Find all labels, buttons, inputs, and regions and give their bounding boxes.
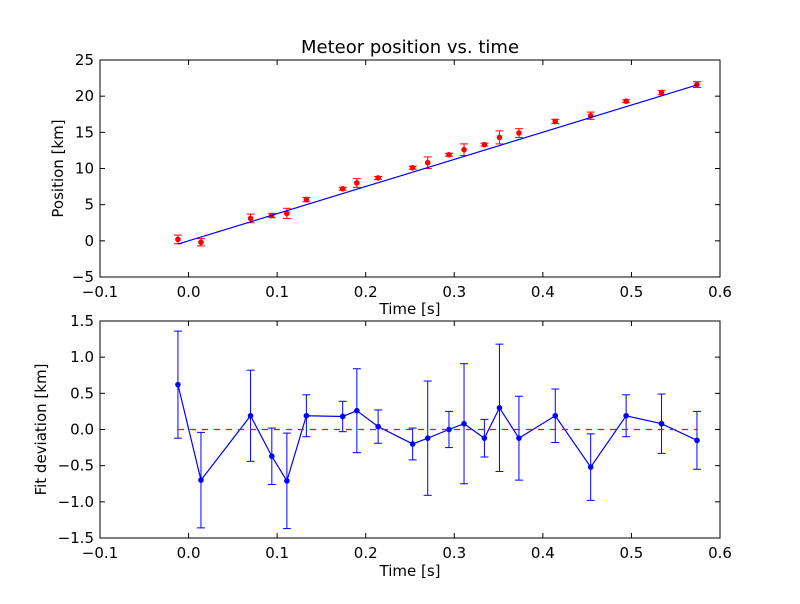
y-axis-label: Position [km] bbox=[49, 119, 67, 217]
data-point bbox=[461, 146, 467, 153]
y-tick-label: 10 bbox=[75, 160, 94, 178]
y-tick-label: −1.5 bbox=[58, 529, 94, 547]
data-point bbox=[375, 175, 381, 181]
y-tick-label: −0.5 bbox=[58, 457, 94, 475]
data-point bbox=[552, 412, 559, 419]
y-tick-label: −5 bbox=[72, 268, 94, 286]
x-tick-label: −0.1 bbox=[82, 544, 118, 562]
y-tick-label: 5 bbox=[84, 196, 94, 214]
x-tick-label: 0.5 bbox=[619, 283, 643, 301]
data-point bbox=[496, 134, 503, 141]
x-tick-label: 0.2 bbox=[354, 283, 378, 301]
data-point bbox=[481, 435, 488, 441]
data-point bbox=[409, 164, 416, 171]
x-tick-label: 0.1 bbox=[265, 544, 289, 562]
data-point bbox=[658, 420, 665, 427]
position-chart: Meteor position vs. time −0.1 0.0 0.1 0.2 0.… bbox=[49, 37, 732, 318]
data-point bbox=[694, 437, 700, 444]
fit-line bbox=[177, 84, 698, 245]
data-point bbox=[481, 141, 488, 148]
data-point bbox=[446, 151, 452, 158]
data-point bbox=[175, 236, 181, 243]
data-point bbox=[516, 435, 522, 441]
data-layer bbox=[173, 330, 701, 530]
y-tick-label: 1.0 bbox=[70, 348, 94, 366]
data-point bbox=[552, 118, 559, 125]
data-point bbox=[587, 464, 594, 470]
y-tick-label: 25 bbox=[75, 51, 94, 69]
data-point bbox=[339, 413, 346, 420]
data-layer bbox=[173, 81, 701, 247]
x-axis-label: Time [s] bbox=[379, 300, 441, 318]
plot-frame bbox=[99, 59, 721, 278]
x-axis-label: Time [s] bbox=[379, 562, 441, 580]
x-tick-label: 0.4 bbox=[531, 283, 555, 301]
data-point bbox=[269, 453, 275, 460]
y-tick-label: 15 bbox=[75, 123, 94, 141]
data-point bbox=[623, 412, 629, 419]
data-point bbox=[303, 196, 310, 203]
data-point bbox=[694, 81, 700, 88]
deviation-chart: −0.1 0.0 0.1 0.2 0.3 0.4 0.5 0.6 −1.5 −1.0 −0.5 0.0… bbox=[32, 312, 732, 580]
data-point bbox=[198, 477, 204, 483]
data-point bbox=[375, 423, 381, 430]
y-tick-label: 20 bbox=[75, 87, 94, 105]
data-point bbox=[623, 98, 629, 105]
data-point bbox=[409, 441, 416, 447]
x-tick-label: 0.0 bbox=[177, 544, 201, 562]
data-point bbox=[198, 239, 204, 246]
data-point bbox=[424, 159, 431, 166]
y-tick-label: 0 bbox=[84, 232, 94, 250]
data-point bbox=[354, 180, 360, 186]
data-point bbox=[339, 185, 346, 192]
x-tick-label: 0.2 bbox=[354, 544, 378, 562]
data-point bbox=[424, 435, 431, 441]
y-tick-label: 0.5 bbox=[70, 384, 94, 402]
data-point bbox=[284, 478, 290, 484]
data-point bbox=[354, 407, 360, 414]
data-point bbox=[247, 215, 254, 222]
tick-layer: −0.1 0.0 0.1 0.2 0.3 0.4 0.5 0.6 −5 0 5 10 15 20 25 bbox=[72, 51, 732, 301]
x-tick-label: 0.6 bbox=[708, 283, 732, 301]
data-point bbox=[658, 89, 665, 96]
x-tick-label: 0.6 bbox=[708, 544, 732, 562]
data-point bbox=[303, 412, 310, 419]
y-tick-label: 1.5 bbox=[70, 312, 94, 330]
x-tick-label: 0.4 bbox=[531, 544, 555, 562]
data-point bbox=[247, 412, 254, 419]
x-tick-label: 0.0 bbox=[177, 283, 201, 301]
data-point bbox=[461, 420, 467, 427]
y-tick-label: 0.0 bbox=[70, 421, 94, 439]
data-point bbox=[516, 130, 522, 136]
y-axis-label: Fit deviation [km] bbox=[32, 364, 50, 496]
x-tick-label: 0.3 bbox=[442, 283, 466, 301]
x-tick-label: 0.3 bbox=[442, 544, 466, 562]
tick-layer: −0.1 0.0 0.1 0.2 0.3 0.4 0.5 0.6 −1.5 −1.0 −0.5 0.0… bbox=[58, 312, 732, 562]
x-tick-label: −0.1 bbox=[82, 283, 118, 301]
x-tick-label: 0.5 bbox=[619, 544, 643, 562]
x-tick-label: 0.1 bbox=[265, 283, 289, 301]
y-tick-label: −1.0 bbox=[58, 493, 94, 511]
plot-frame bbox=[99, 320, 721, 539]
data-point bbox=[496, 405, 503, 411]
chart-title: Meteor position vs. time bbox=[301, 37, 519, 58]
data-point bbox=[175, 381, 181, 388]
